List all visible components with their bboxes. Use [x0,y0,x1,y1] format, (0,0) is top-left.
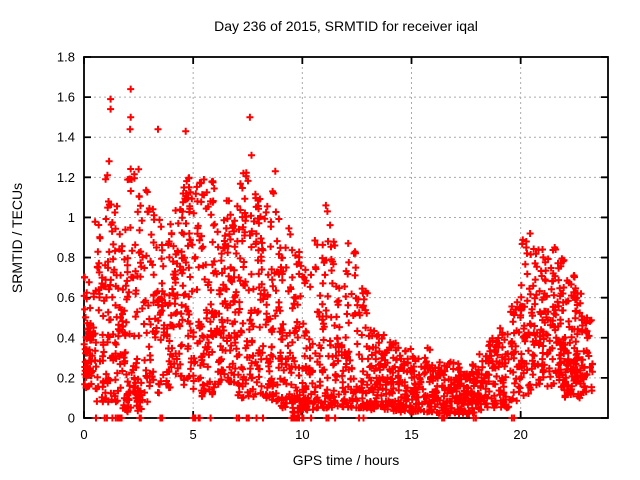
y-tick-label: 0.8 [57,250,75,265]
x-tick-label: 20 [513,427,527,442]
y-tick-label: 0.6 [57,290,75,305]
data-points [80,85,596,422]
y-tick-label: 0.4 [57,330,75,345]
y-tick-label: 1.4 [57,130,75,145]
y-tick-label: 0 [68,411,75,426]
y-tick-label: 0.2 [57,370,75,385]
y-tick-label: 1 [68,210,75,225]
y-axis-label: SRMTID / TECUs [9,182,25,294]
y-tick-label: 1.6 [57,90,75,105]
y-tick-label: 1.2 [57,170,75,185]
x-tick-label: 0 [80,427,87,442]
chart-title: Day 236 of 2015, SRMTID for receiver iqa… [214,18,478,34]
plot-border [83,56,609,419]
x-tick-label: 5 [190,427,197,442]
x-tick-label: 10 [295,427,309,442]
x-axis-label: GPS time / hours [292,452,400,468]
y-tick-label: 1.8 [57,50,75,65]
x-tick-label: 15 [404,427,418,442]
